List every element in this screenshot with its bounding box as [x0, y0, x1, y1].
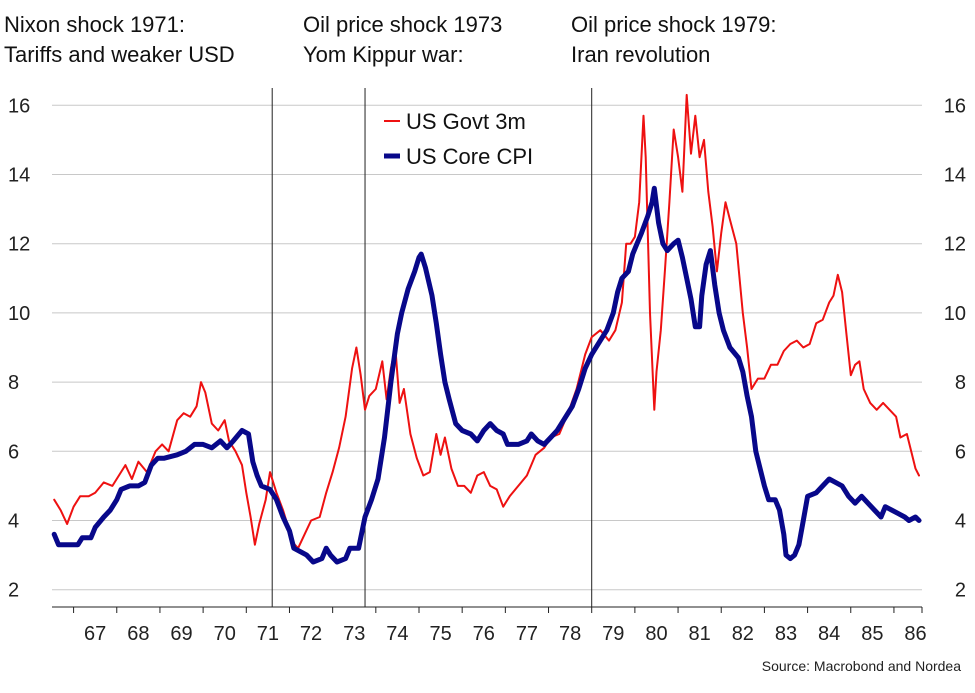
x-tick-label: 72: [300, 623, 322, 645]
y-tick-label-left: 14: [8, 165, 30, 187]
annotation-line: Oil price shock 1973: [303, 12, 503, 37]
x-tick-label: 80: [645, 623, 667, 645]
x-tick-label: 71: [257, 623, 279, 645]
y-tick-label-left: 2: [8, 580, 19, 602]
annotation-line: Nixon shock 1971:: [4, 12, 185, 37]
x-tick-label: 74: [386, 623, 408, 645]
annotation-line: Iran revolution: [571, 42, 711, 67]
y-tick-label-left: 12: [8, 234, 30, 256]
y-tick-label-left: 8: [8, 372, 19, 394]
gridlines: [52, 104, 922, 591]
y-tick-label-right: 4: [955, 511, 966, 533]
annotation-oil-shock-1973: Oil price shock 1973 Yom Kippur war:: [303, 10, 502, 70]
x-tick-label: 81: [689, 623, 711, 645]
x-tick-label: 69: [170, 623, 192, 645]
y-tick-label-left: 10: [8, 303, 30, 325]
y-tick-label-right: 8: [955, 372, 966, 394]
annotation-line: Tariffs and weaker USD: [4, 42, 235, 67]
y-tick-label-right: 16: [944, 95, 966, 117]
y-tick-label-right: 12: [944, 234, 966, 256]
x-tick-label: 75: [429, 623, 451, 645]
x-tick-label: 70: [214, 623, 236, 645]
series-line-us-govt-3m: [53, 93, 920, 550]
source-note: Source: Macrobond and Nordea: [761, 658, 961, 674]
x-tick-label: 85: [861, 623, 883, 645]
x-tick-label: 73: [343, 623, 365, 645]
legend: US Govt 3m US Core CPI: [384, 109, 533, 169]
annotation-line: Oil price shock 1979:: [571, 12, 777, 37]
legend-label-us-core-cpi: US Core CPI: [406, 144, 533, 169]
annotation-line: Yom Kippur war:: [303, 42, 464, 67]
series-line-us-core-cpi: [51, 185, 922, 565]
y-tick-label-left: 4: [8, 511, 19, 533]
y-tick-label-right: 10: [944, 303, 966, 325]
x-tick-label: 78: [559, 623, 581, 645]
x-tick-label: 77: [516, 623, 538, 645]
x-tick-label: 68: [127, 623, 149, 645]
annotation-nixon-shock: Nixon shock 1971: Tariffs and weaker USD: [4, 10, 235, 70]
x-tick-label: 84: [818, 623, 840, 645]
y-tick-label-right: 2: [955, 580, 966, 602]
series-lines: [51, 93, 922, 565]
annotation-oil-shock-1979: Oil price shock 1979: Iran revolution: [571, 10, 776, 70]
y-tick-label-left: 16: [8, 95, 30, 117]
y-tick-label-right: 14: [944, 165, 966, 187]
x-tick-label: 83: [775, 623, 797, 645]
x-tick-label: 79: [602, 623, 624, 645]
y-tick-label-right: 6: [955, 441, 966, 463]
x-tick-label: 67: [84, 623, 106, 645]
x-tick-label: 82: [732, 623, 754, 645]
legend-label-us-govt-3m: US Govt 3m: [406, 109, 526, 134]
x-tick-label: 76: [473, 623, 495, 645]
y-tick-label-left: 6: [8, 441, 19, 463]
x-tick-label: 86: [904, 623, 926, 645]
